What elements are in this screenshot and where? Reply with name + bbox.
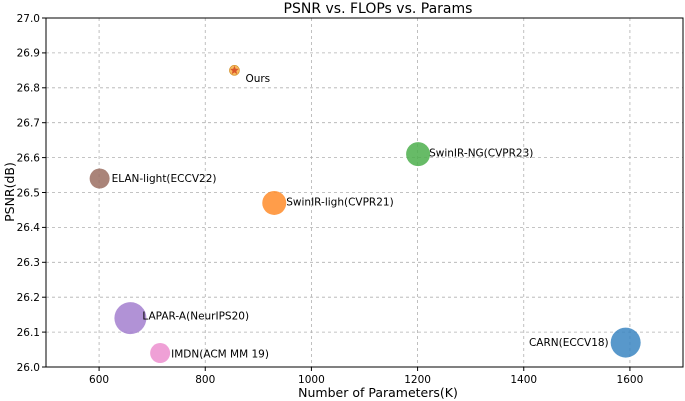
x-tick-label: 1000	[298, 374, 325, 386]
x-tick-label: 1600	[617, 374, 644, 386]
data-point-label: SwinIR-ligh(CVPR21)	[286, 197, 393, 209]
x-tick-label: 1400	[510, 374, 537, 386]
data-point-label: CARN(ECCV18)	[529, 337, 609, 349]
data-points: Ours ELAN-light(ECCV22) SwinIR-ligh(CVPR21…	[89, 65, 641, 364]
data-point-label: ELAN-light(ECCV22)	[112, 173, 217, 185]
y-tick-label: 26.4	[17, 222, 41, 234]
data-point-label: IMDN(ACM MM 19)	[171, 349, 269, 361]
data-point-marker	[150, 343, 171, 364]
x-axis-title: Number of Parameters(K)	[298, 385, 458, 400]
y-tick-label: 26.2	[17, 292, 40, 304]
y-tick-label: 26.0	[17, 362, 40, 374]
x-tick-label: 1200	[404, 374, 431, 386]
star-marker	[230, 65, 239, 75]
y-tick-label: 26.6	[17, 152, 41, 164]
data-point-marker	[89, 168, 110, 189]
data-point-label: Ours	[245, 73, 270, 85]
data-point-marker	[610, 327, 641, 358]
x-tick-label: 600	[89, 374, 109, 386]
y-tick-label: 26.7	[17, 118, 40, 130]
y-tick-label: 26.3	[17, 257, 40, 269]
data-point-marker	[114, 302, 147, 335]
y-tick-label: 27.0	[17, 13, 40, 25]
data-point-marker	[262, 190, 287, 215]
y-tick-label: 26.1	[17, 327, 40, 339]
x-tick-label: 800	[195, 374, 215, 386]
y-tick-label: 26.9	[17, 48, 40, 60]
data-point-marker	[406, 142, 431, 167]
data-point-label: SwinIR-NG(CVPR23)	[429, 148, 533, 160]
chart-title: PSNR vs. FLOPs vs. Params	[284, 1, 473, 17]
data-point-label: LAPAR-A(NeurIPS20)	[142, 311, 249, 323]
y-tick-label: 26.8	[17, 83, 40, 95]
y-tick-label: 26.5	[17, 187, 40, 199]
axis-ticks: 600 800 1000 1200 1400 1600 26.0 26.1 26.2 26.3 26…	[17, 13, 644, 386]
y-axis-title: PSNR(dB)	[2, 162, 17, 222]
